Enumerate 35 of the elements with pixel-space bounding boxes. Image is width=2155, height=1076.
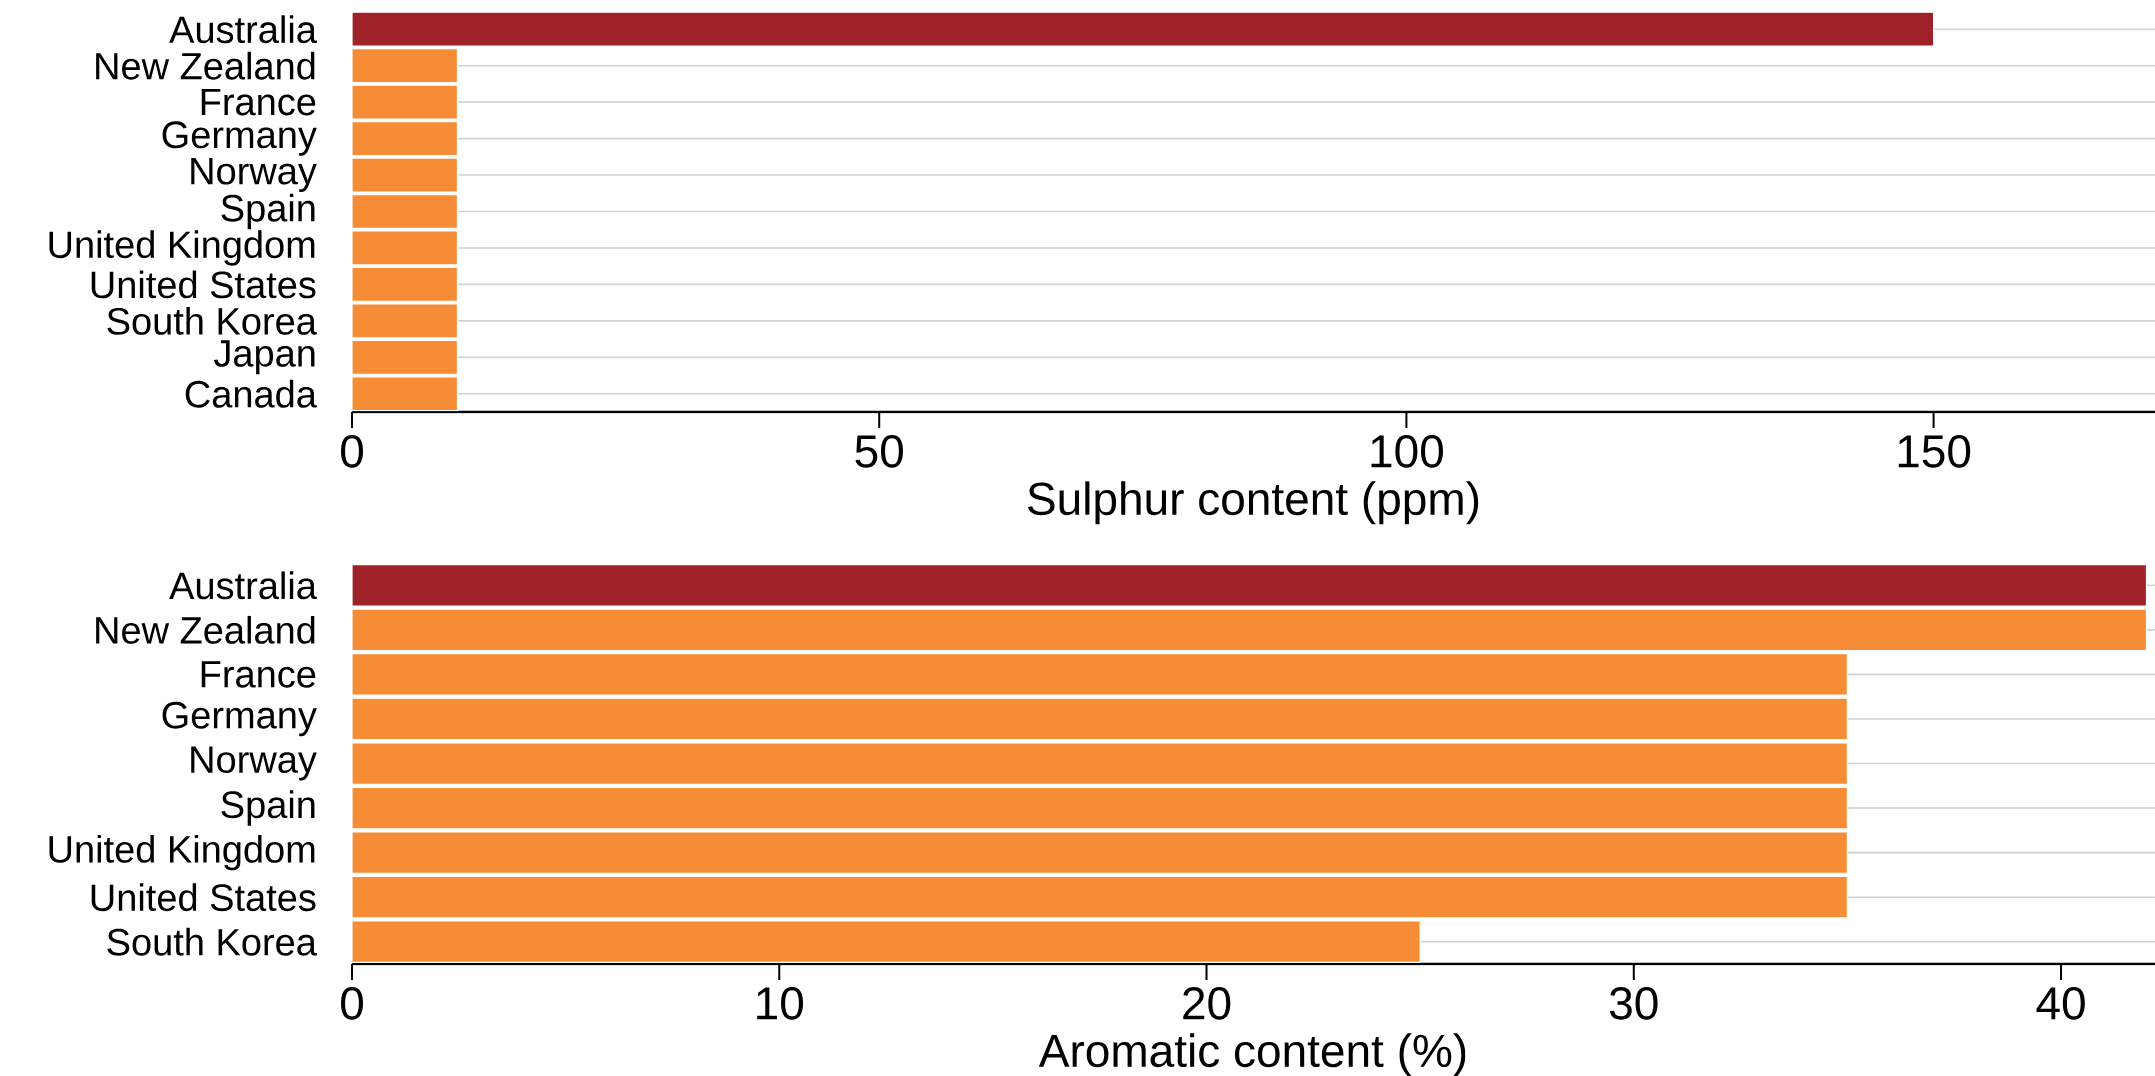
x-tick-label: 20 [1183, 987, 1231, 1020]
x-tick-label: 30 [1609, 987, 1658, 1020]
y-tick-label: Canada [185, 379, 317, 408]
bar [352, 608, 2148, 652]
bar [352, 697, 1849, 741]
x-axis-title: Sulphur content (ppm) [1028, 481, 1479, 525]
y-tick-label: United Kingdom [49, 230, 315, 266]
y-tick-label: Japan [214, 340, 315, 375]
y-tick-label: South Korea [107, 927, 317, 956]
y-tick-label: Australia [169, 571, 317, 600]
y-tick-label: United States [91, 883, 316, 912]
x-axis-title: Aromatic content (%) [1038, 1033, 1466, 1076]
y-tick-label: New Zealand [96, 615, 315, 644]
y-tick-label: United States [91, 270, 316, 299]
y-tick-label: Norway [191, 746, 317, 781]
y-tick-label: Germany [162, 701, 317, 737]
y-tick-label: United Kingdom [49, 834, 315, 871]
x-tick-label: 100 [1371, 435, 1443, 468]
x-tick-label: 150 [1898, 435, 1971, 468]
y-tick-label: France [201, 661, 316, 688]
y-tick-label: France [201, 88, 316, 116]
x-tick-label: 40 [2036, 987, 2085, 1020]
bar [352, 653, 1849, 696]
y-tick-label: Norway [191, 158, 317, 193]
x-tick-label: 10 [757, 987, 804, 1020]
x-tick-label: 50 [855, 435, 903, 468]
x-tick-label: 0 [341, 987, 364, 1020]
y-tick-label: Australia [169, 15, 317, 44]
y-tick-label: New Zealand [96, 51, 315, 80]
y-tick-label: Spain [221, 790, 315, 826]
y-tick-label: Germany [162, 121, 317, 156]
x-tick-label: 0 [341, 435, 364, 468]
y-tick-label: South Korea [107, 306, 317, 335]
bar [352, 831, 1849, 874]
y-tick-label: Spain [221, 193, 315, 230]
